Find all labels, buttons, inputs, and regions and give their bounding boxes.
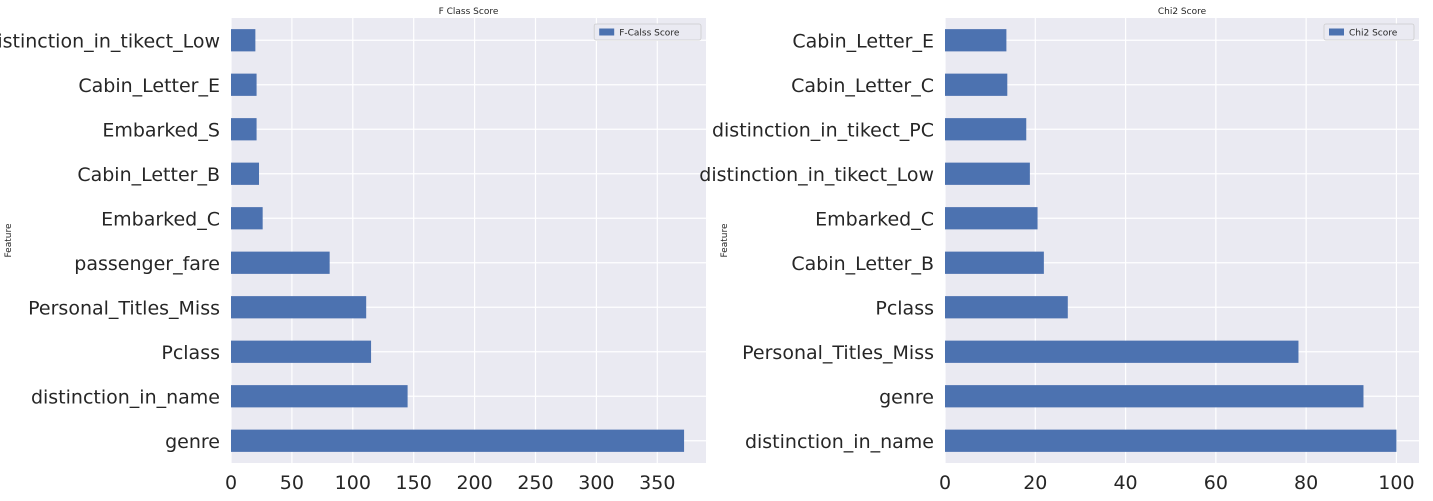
bar — [231, 207, 263, 230]
x-tick-label: 100 — [335, 472, 371, 494]
category-tick-label: distinction_in_tikect_Low — [699, 164, 934, 186]
x-tick-label: 60 — [1204, 472, 1228, 494]
legend-label: F-Calss Score — [619, 29, 680, 39]
category-tick-label: Cabin_Letter_E — [78, 75, 220, 97]
bar — [945, 207, 1038, 230]
category-tick-label: Cabin_Letter_E — [792, 30, 934, 52]
chart-1: distinction_in_tikect_Low Cabin_Letter_E E… — [0, 7, 706, 494]
category-tick-label: passenger_fare — [74, 253, 220, 275]
bar — [945, 385, 1364, 408]
category-tick-label: genre — [879, 386, 934, 408]
category-tick-label: Personal_Titles_Miss — [28, 297, 220, 319]
bar — [945, 340, 1299, 363]
y-axis-label: Feature — [720, 223, 730, 257]
bar — [231, 118, 257, 141]
category-tick-label: Embarked_C — [815, 208, 934, 230]
x-tick-label: 20 — [1023, 472, 1047, 494]
bar — [945, 118, 1027, 141]
category-tick-label: Embarked_S — [102, 119, 220, 141]
category-tick-label: distinction_in_name — [745, 431, 934, 453]
x-tick-label: 0 — [225, 472, 237, 494]
bar — [231, 162, 260, 185]
x-tick-label: 250 — [517, 472, 553, 494]
x-tick-label: 80 — [1294, 472, 1318, 494]
category-tick-label: distinction_in_tikect_Low — [0, 30, 220, 52]
bar — [231, 29, 256, 52]
category-tick-label: Cabin_Letter_B — [791, 253, 934, 275]
legend-label: Chi2 Score — [1349, 29, 1398, 39]
chart-title: F Class Score — [439, 7, 499, 17]
category-tick-label: Personal_Titles_Miss — [742, 342, 934, 364]
x-tick-label: 100 — [1378, 472, 1414, 494]
bar — [231, 251, 330, 274]
category-tick-label: distinction_in_tikect_PC — [712, 119, 934, 141]
legend-swatch — [1329, 28, 1344, 36]
category-tick-label: distinction_in_name — [31, 386, 220, 408]
x-tick-label: 300 — [578, 472, 614, 494]
bar — [945, 162, 1030, 185]
bar — [231, 385, 408, 408]
chart-title: Chi2 Score — [1158, 7, 1207, 17]
chart-2: Cabin_Letter_E Cabin_Letter_C distinction_… — [699, 7, 1419, 494]
legend: Chi2 Score — [1323, 23, 1415, 41]
category-tick-label: Pclass — [875, 297, 934, 319]
category-tick-label: genre — [165, 431, 220, 453]
legend: F-Calss Score — [593, 23, 702, 41]
x-tick-label: 350 — [639, 472, 675, 494]
category-tick-label: Embarked_C — [101, 208, 220, 230]
bar — [945, 296, 1068, 319]
legend-box — [1323, 23, 1415, 41]
bar — [945, 251, 1044, 274]
x-tick-label: 40 — [1113, 472, 1137, 494]
y-axis-label: Feature — [4, 223, 14, 257]
x-tick-label: 200 — [456, 472, 492, 494]
category-tick-label: Pclass — [161, 342, 220, 364]
category-tick-label: Cabin_Letter_C — [791, 75, 934, 97]
category-tick-label: Cabin_Letter_B — [77, 164, 220, 186]
x-tick-label: 150 — [396, 472, 432, 494]
legend-swatch — [599, 28, 615, 36]
bar — [945, 73, 1008, 96]
x-tick-label: 0 — [939, 472, 951, 494]
x-tick-label: 50 — [280, 472, 304, 494]
bar — [231, 429, 685, 452]
bar — [945, 29, 1007, 52]
legend-box — [593, 23, 702, 41]
bar — [945, 429, 1397, 452]
bar — [231, 340, 372, 363]
bar — [231, 296, 367, 319]
bar — [231, 73, 257, 96]
